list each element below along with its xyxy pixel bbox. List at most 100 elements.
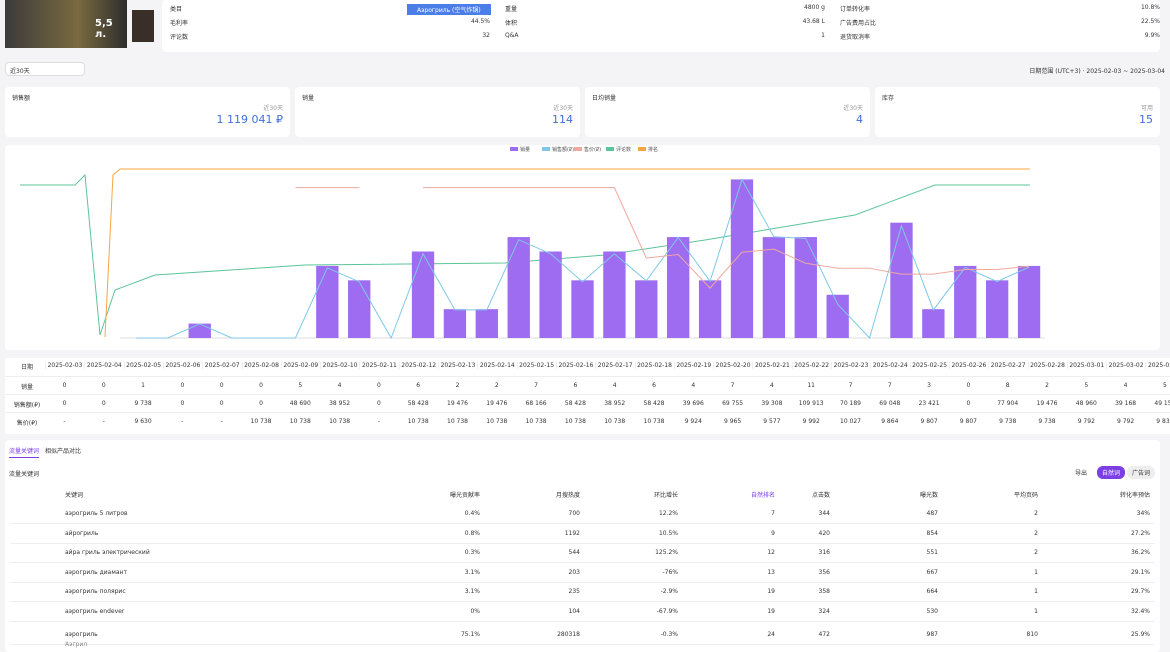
bar [922, 309, 945, 338]
date-cell: 2025-02-22 [791, 362, 831, 369]
kw-cell: 24 [767, 631, 775, 638]
bar [890, 222, 913, 338]
value-cell: 0 [180, 400, 185, 407]
kw-cell: аэрогриль 5 литров [65, 510, 128, 517]
value-cell: 48 960 [1075, 400, 1097, 407]
date-cell: 2025-03-02 [1106, 362, 1145, 369]
value-cell: 9 630 [134, 418, 152, 425]
value-cell: - [377, 418, 380, 425]
row-header: 售价(₽) [16, 420, 38, 427]
value-cell: 9 792 [1077, 418, 1095, 425]
kw-cell: 曝光贡献率 [449, 492, 480, 499]
kw-cell: 29.7% [1130, 588, 1150, 595]
value-cell: 0 [966, 400, 971, 407]
value-cell: 0 [219, 400, 224, 407]
value-cell: 0 [259, 400, 263, 407]
field-value: 44.5% [470, 18, 490, 25]
value-cell: 38 952 [329, 400, 351, 407]
value-cell: 19 476 [486, 400, 508, 407]
field-value: Аэрогриль (空气炸锅) [407, 4, 491, 15]
value-cell: 9 807 [959, 418, 977, 425]
kw-cell: 月搜热度 [555, 492, 580, 499]
value-cell: 7 [848, 382, 853, 389]
value-cell: 10 738 [643, 418, 665, 425]
date-cell: 2025-02-06 [162, 362, 202, 369]
date-cell: 2025-02-19 [673, 362, 713, 369]
row-line [5, 376, 1170, 377]
kw-cell: 0.3% [464, 549, 480, 556]
legend-label: 销量 [520, 146, 530, 153]
kw-cell: 关键词 [65, 492, 84, 499]
bar [730, 179, 754, 338]
kw-cell: 点击数 [811, 492, 830, 499]
kw-cell: 19 [767, 607, 775, 615]
legend-label: 售价(₽) [584, 146, 601, 153]
legend-swatch [510, 147, 518, 151]
value-cell: 39 696 [682, 400, 704, 407]
kw-cell: 10.5% [658, 529, 678, 537]
kw-cell: 530 [926, 607, 938, 615]
value-cell: 4 [691, 382, 696, 389]
row-header: 销售额(₽) [13, 402, 41, 409]
kw-cell: 1 [1034, 607, 1038, 615]
series-line [295, 187, 1030, 289]
value-cell: 6 [573, 382, 578, 389]
trend-line [104, 168, 1030, 338]
export-button[interactable]: 导出 [1075, 470, 1088, 477]
tab[interactable]: 流量关键词 [9, 446, 40, 458]
date-cell: 2025-02-03 [45, 362, 84, 369]
value-cell: 8 [1005, 382, 1010, 389]
bar [603, 251, 626, 338]
value-cell: 3 [927, 382, 931, 389]
date-cell: 2025-02-05 [123, 362, 163, 369]
row-line [10, 581, 1155, 583]
legend-swatch [542, 147, 550, 151]
filter-text: 近30天 [10, 68, 30, 75]
kw-cell: 34% [1136, 510, 1150, 517]
field-value: 9.9% [1144, 32, 1160, 39]
kpi-period: 可用 [1140, 105, 1153, 112]
kpi-period: 近30天 [843, 105, 863, 112]
date-range: 日期范围 (UTC+3) · 2025-02-03 ~ 2025-03-04 [1029, 68, 1165, 75]
kpi-period: 近30天 [553, 105, 573, 112]
bar [475, 309, 498, 338]
kpi-card: 销量 近30天 114 [295, 87, 580, 137]
filter-select[interactable]: 近30天 [5, 62, 85, 76]
row-line [10, 523, 1155, 524]
date-cell: 2025-02-13 [438, 362, 477, 369]
kpi-card: 库存 可用 15 [875, 87, 1160, 137]
kw-cell: 324 [818, 607, 830, 615]
kw-cell: 544 [568, 549, 580, 556]
toggle[interactable]: 广告词 [1127, 466, 1156, 479]
field-value: 22.5% [1140, 18, 1160, 25]
kw-cell: -76% [662, 568, 678, 576]
tab[interactable]: 相似产品对比 [45, 448, 82, 455]
value-cell: 77 904 [997, 400, 1019, 407]
value-cell: 9 738 [999, 418, 1017, 425]
kw-cell: 125.2% [655, 549, 678, 556]
date-cell: 2025-03-03 [1145, 362, 1170, 369]
kw-cell: 2 [1034, 529, 1038, 537]
kw-cell: 203 [568, 568, 580, 576]
field-label: 订单转化率 [840, 6, 871, 13]
kw-cell: 转化率预估 [1119, 492, 1150, 499]
kw-cell: айрогриль [65, 529, 99, 537]
date-cell: 2025-02-23 [831, 362, 870, 369]
kw-cell: -2.9% [660, 588, 678, 595]
toggle-active[interactable]: 自然词 [1097, 466, 1126, 479]
kw-cell: -67.9% [656, 607, 678, 615]
bar [539, 251, 562, 338]
value-cell: 39 308 [761, 400, 783, 407]
date-cell: 2025-02-07 [202, 362, 241, 369]
bar [507, 237, 530, 338]
value-cell: 4 [337, 382, 342, 389]
kpi-card: 日均销量 近30天 4 [585, 87, 870, 137]
kw-cell: 32.4% [1130, 607, 1150, 615]
value-cell: 10 738 [604, 418, 626, 425]
kw-cell: 104 [568, 607, 580, 615]
section-label: 流量关键词 [9, 471, 40, 478]
legend-swatch [574, 147, 582, 151]
date-cell: 2025-02-08 [241, 362, 281, 369]
value-cell: 9 738 [1038, 418, 1056, 425]
value-cell: 6 [416, 382, 421, 389]
